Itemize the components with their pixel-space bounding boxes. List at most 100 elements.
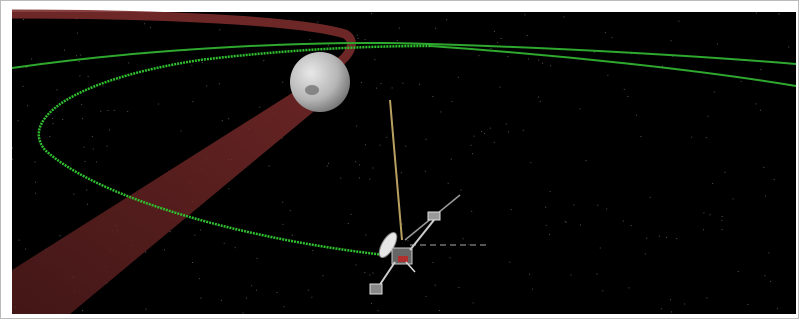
star bbox=[440, 111, 441, 112]
star bbox=[765, 195, 766, 196]
star bbox=[570, 274, 571, 275]
star bbox=[527, 35, 528, 36]
star bbox=[365, 39, 366, 40]
star bbox=[246, 298, 247, 299]
star bbox=[62, 119, 63, 120]
star bbox=[371, 13, 372, 14]
instrument bbox=[428, 212, 440, 220]
star bbox=[64, 50, 65, 51]
star bbox=[88, 76, 89, 77]
star bbox=[494, 31, 495, 32]
star bbox=[509, 262, 510, 263]
star bbox=[192, 262, 193, 263]
star bbox=[528, 58, 529, 59]
star bbox=[511, 209, 512, 210]
star bbox=[645, 253, 646, 254]
rtg bbox=[370, 284, 382, 294]
star bbox=[788, 47, 789, 48]
star bbox=[506, 124, 507, 125]
star bbox=[361, 82, 362, 83]
star bbox=[180, 130, 181, 131]
star bbox=[717, 44, 718, 45]
star bbox=[546, 225, 547, 226]
star bbox=[661, 308, 662, 309]
star bbox=[311, 297, 312, 298]
star bbox=[623, 221, 624, 222]
star bbox=[312, 250, 313, 251]
star bbox=[678, 21, 679, 22]
star bbox=[59, 235, 60, 236]
star bbox=[53, 123, 54, 124]
star bbox=[494, 142, 495, 143]
star bbox=[402, 83, 403, 84]
star bbox=[670, 299, 671, 300]
star bbox=[164, 249, 165, 250]
star bbox=[170, 231, 171, 232]
star bbox=[292, 235, 293, 236]
star bbox=[228, 118, 229, 119]
star bbox=[490, 48, 491, 49]
star bbox=[263, 60, 264, 61]
star bbox=[145, 309, 146, 310]
star bbox=[35, 193, 36, 194]
star bbox=[35, 182, 36, 183]
star bbox=[721, 220, 722, 221]
page: (() => { const g = document.getElementBy… bbox=[0, 0, 799, 319]
star bbox=[450, 257, 451, 258]
star bbox=[96, 161, 97, 162]
star bbox=[774, 179, 775, 180]
star bbox=[77, 33, 78, 34]
star bbox=[251, 285, 252, 286]
star bbox=[118, 79, 119, 80]
star bbox=[359, 164, 360, 165]
star bbox=[425, 171, 426, 172]
star bbox=[733, 198, 734, 199]
star bbox=[481, 131, 482, 132]
star bbox=[379, 145, 380, 146]
star bbox=[596, 274, 597, 275]
star bbox=[351, 214, 352, 215]
star bbox=[308, 290, 309, 291]
star bbox=[224, 243, 225, 244]
star bbox=[763, 167, 764, 168]
star bbox=[23, 19, 24, 20]
star bbox=[369, 275, 370, 276]
star bbox=[756, 13, 757, 14]
star bbox=[102, 85, 103, 86]
star bbox=[73, 194, 74, 195]
star bbox=[200, 229, 201, 230]
star bbox=[257, 258, 258, 259]
star bbox=[19, 240, 20, 241]
star bbox=[49, 136, 50, 137]
star bbox=[327, 165, 328, 166]
star bbox=[777, 308, 778, 309]
star bbox=[52, 118, 53, 119]
star bbox=[25, 249, 26, 250]
star bbox=[508, 131, 509, 132]
star bbox=[357, 35, 358, 36]
star bbox=[631, 225, 632, 226]
star bbox=[80, 55, 81, 56]
star bbox=[490, 128, 491, 129]
moon-crater bbox=[305, 85, 319, 95]
star bbox=[500, 87, 501, 88]
star bbox=[228, 188, 229, 189]
star bbox=[671, 311, 672, 312]
star bbox=[612, 37, 613, 38]
star bbox=[779, 14, 780, 15]
star bbox=[317, 22, 318, 23]
star bbox=[276, 292, 277, 293]
star bbox=[219, 83, 220, 84]
star bbox=[538, 97, 539, 98]
star bbox=[107, 146, 108, 147]
star bbox=[545, 207, 546, 208]
star bbox=[566, 222, 567, 223]
star bbox=[84, 147, 85, 148]
star bbox=[712, 183, 713, 184]
star bbox=[549, 234, 550, 235]
star bbox=[114, 110, 115, 111]
star bbox=[426, 139, 427, 140]
star bbox=[606, 209, 607, 210]
star bbox=[439, 310, 440, 311]
star bbox=[373, 273, 374, 274]
